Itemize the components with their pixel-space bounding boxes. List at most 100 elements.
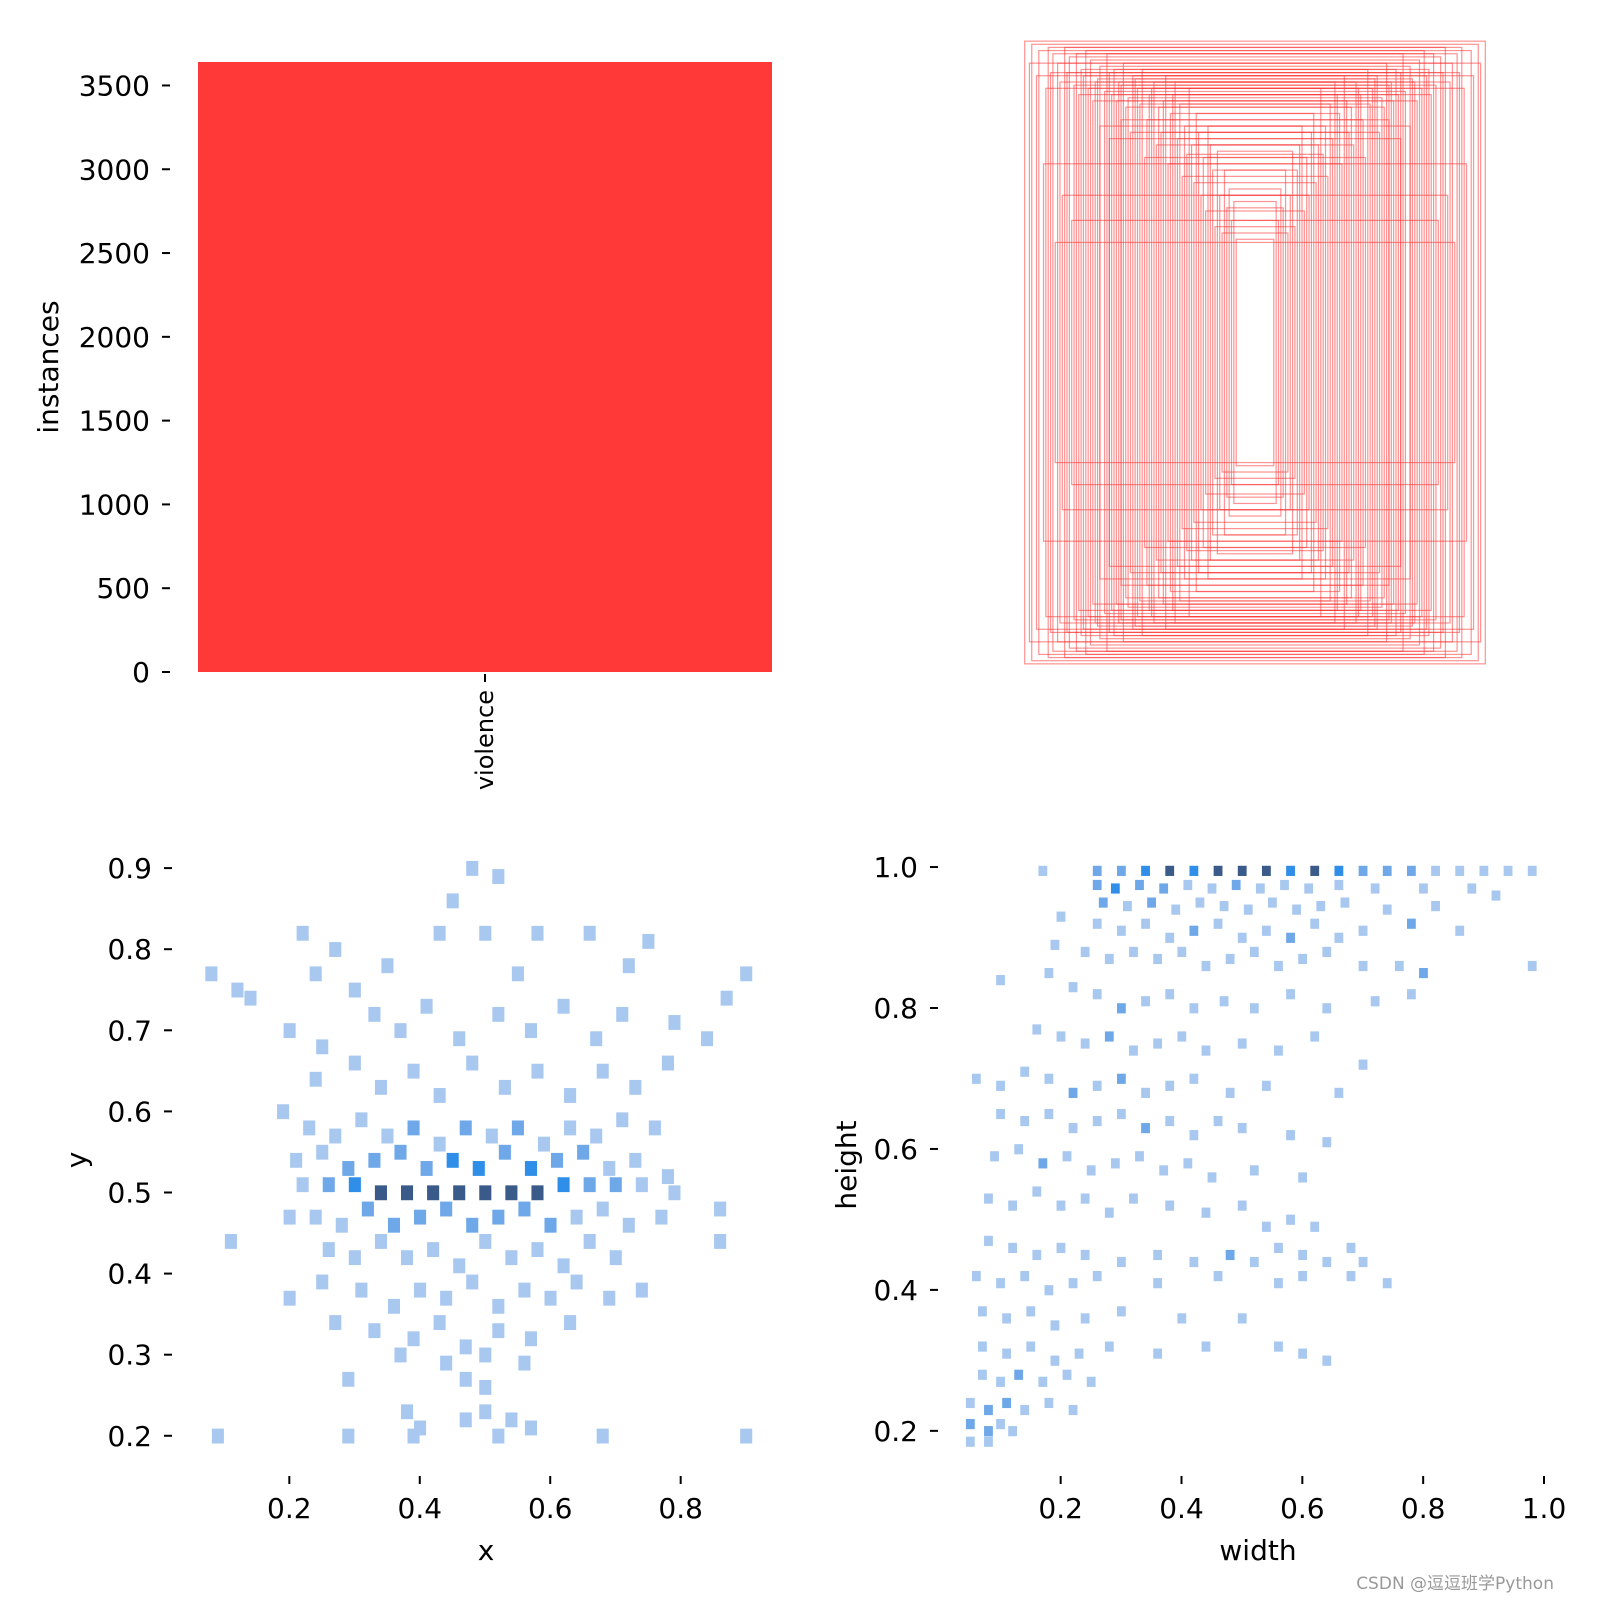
heat-cell xyxy=(1322,1256,1332,1268)
heat-cell xyxy=(1110,883,1120,894)
bbox-rect xyxy=(1078,94,1432,611)
bbox-rect xyxy=(1094,81,1416,624)
bbox-rect xyxy=(1230,219,1280,486)
heat-cell xyxy=(505,1412,518,1428)
heat-cell xyxy=(440,1201,453,1217)
x-tick-label: 0.6 xyxy=(1280,1492,1325,1525)
heat-cell xyxy=(603,1161,616,1176)
heat-cell xyxy=(309,1071,322,1087)
heat-cell xyxy=(1286,1130,1295,1141)
heat-cell xyxy=(1419,967,1428,979)
heat-cell xyxy=(1455,865,1465,876)
heat-cell xyxy=(714,1234,727,1249)
heat-cell xyxy=(1074,1348,1084,1359)
y-tick-label: 3000 xyxy=(79,153,150,186)
heat-cell xyxy=(1274,1242,1283,1254)
heat-cell xyxy=(1334,1087,1344,1098)
heat-cell xyxy=(1141,1123,1150,1134)
bbox-rect xyxy=(1195,112,1315,593)
heat-cell xyxy=(1002,1397,1011,1409)
heat-cell xyxy=(1527,865,1537,876)
heat-cell xyxy=(590,1031,603,1047)
heat-cell xyxy=(479,1234,492,1249)
heat-cell xyxy=(1026,1306,1036,1317)
bbox-rect xyxy=(1148,94,1362,611)
heat-cell xyxy=(1358,1059,1368,1070)
heat-cell xyxy=(1153,1278,1163,1289)
bbox-rect xyxy=(1103,90,1406,615)
heat-cell xyxy=(394,1347,407,1363)
heat-cell xyxy=(971,1271,981,1282)
heat-cell xyxy=(1032,1024,1042,1035)
heat-cell xyxy=(1092,865,1102,876)
heat-cell xyxy=(668,1015,681,1030)
heat-cell xyxy=(984,1235,993,1246)
heat-cell xyxy=(714,1201,727,1217)
heat-cell xyxy=(1419,883,1428,894)
heat-cell xyxy=(211,1428,224,1444)
heat-cell xyxy=(1110,1158,1120,1169)
heat-cell xyxy=(1249,1256,1259,1268)
heat-cell xyxy=(394,1023,407,1039)
bbox-rect xyxy=(1143,156,1367,549)
heat-cell xyxy=(414,1282,427,1298)
y-tick-label: 2000 xyxy=(79,321,150,354)
heat-cell xyxy=(231,982,244,998)
heat-cell xyxy=(1080,1313,1090,1324)
heat-cell xyxy=(1189,1130,1199,1141)
heat-cell xyxy=(1116,1256,1126,1268)
heat-cell xyxy=(577,1144,590,1160)
heat-cell xyxy=(1008,1200,1018,1211)
heat-cell xyxy=(996,1376,1005,1387)
heat-cell xyxy=(368,1323,381,1339)
heat-cell xyxy=(355,1282,368,1298)
bbox-rect xyxy=(1038,49,1472,656)
heat-cell xyxy=(1237,1200,1247,1211)
heat-cell xyxy=(1068,982,1078,993)
heat-cell xyxy=(635,1177,648,1193)
heat-cell xyxy=(322,1177,335,1193)
heat-cell xyxy=(485,1128,498,1144)
heat-cell xyxy=(1135,1151,1144,1162)
heat-cell xyxy=(544,1290,557,1306)
heat-cell xyxy=(596,1428,609,1444)
heat-cell xyxy=(1237,1038,1247,1049)
bbox-rect xyxy=(1085,49,1425,656)
heat-cell xyxy=(1304,883,1314,894)
x-tick-label: 0.4 xyxy=(1159,1492,1204,1525)
heat-cell xyxy=(629,1079,642,1095)
bbox-rect xyxy=(1108,138,1402,567)
heat-cell xyxy=(1165,1080,1175,1091)
bbox-rect xyxy=(1150,87,1359,618)
heat-cell xyxy=(1382,1278,1392,1289)
heat-cell xyxy=(984,1436,993,1447)
heat-cell xyxy=(505,1185,518,1201)
heat-cell xyxy=(1044,1108,1054,1120)
heat-cell xyxy=(342,1161,355,1176)
y-axis-label: y xyxy=(60,1152,93,1169)
heat-cell xyxy=(1080,946,1090,958)
heat-cell xyxy=(1243,904,1253,915)
heat-cell xyxy=(570,1209,583,1225)
heat-cell xyxy=(1153,1348,1163,1359)
bbox-rect xyxy=(1205,210,1305,495)
heat-cell xyxy=(446,1152,459,1168)
heat-cell xyxy=(1322,1003,1332,1014)
y-tick-label: 0.4 xyxy=(873,1274,918,1307)
heat-cell xyxy=(544,1217,557,1233)
heat-cell xyxy=(400,1250,414,1266)
heat-cell xyxy=(1280,879,1289,891)
heat-cell xyxy=(505,1250,518,1266)
heat-cell xyxy=(244,990,257,1006)
heat-cell xyxy=(440,1290,453,1306)
heat-cell xyxy=(283,1209,296,1225)
heat-cell xyxy=(316,1144,329,1160)
heat-cell xyxy=(1189,1073,1199,1084)
heat-cell xyxy=(518,1282,531,1298)
x-tick-label: 0.6 xyxy=(528,1492,573,1525)
heat-cell xyxy=(1068,1087,1078,1098)
heat-cell xyxy=(1213,1271,1223,1282)
heat-cell xyxy=(355,1112,368,1128)
heat-cell xyxy=(453,1031,466,1047)
